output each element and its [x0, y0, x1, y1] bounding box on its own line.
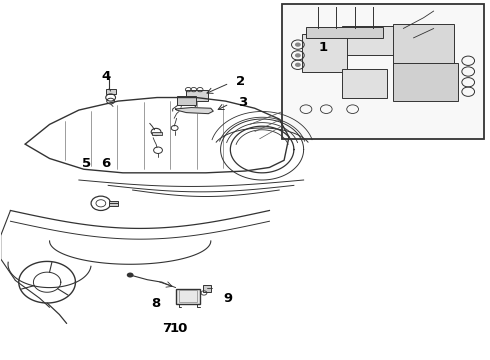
Bar	[282, 4, 485, 139]
Bar	[176, 96, 196, 105]
Bar	[343, 26, 399, 55]
Bar	[175, 289, 200, 304]
Circle shape	[295, 53, 301, 58]
Text: 1: 1	[318, 41, 328, 54]
Bar	[178, 291, 197, 302]
Bar	[152, 132, 162, 135]
Bar	[393, 24, 454, 65]
Bar	[343, 69, 387, 98]
Text: 9: 9	[223, 292, 232, 305]
Bar	[393, 63, 458, 101]
Text: 6: 6	[101, 157, 110, 170]
Bar	[186, 90, 208, 101]
Text: 7: 7	[162, 322, 171, 335]
Text: 8: 8	[151, 297, 161, 310]
Text: 3: 3	[238, 96, 247, 109]
Polygon shape	[175, 108, 213, 114]
Text: 4: 4	[101, 69, 110, 82]
Circle shape	[295, 42, 301, 47]
Text: 10: 10	[170, 322, 188, 335]
Bar	[106, 89, 116, 94]
Bar	[109, 201, 118, 206]
Circle shape	[295, 63, 301, 67]
Bar	[302, 34, 346, 72]
Bar	[203, 285, 211, 292]
Circle shape	[127, 273, 134, 278]
Text: 5: 5	[82, 157, 91, 170]
Text: 2: 2	[236, 75, 245, 88]
Bar	[306, 27, 383, 38]
